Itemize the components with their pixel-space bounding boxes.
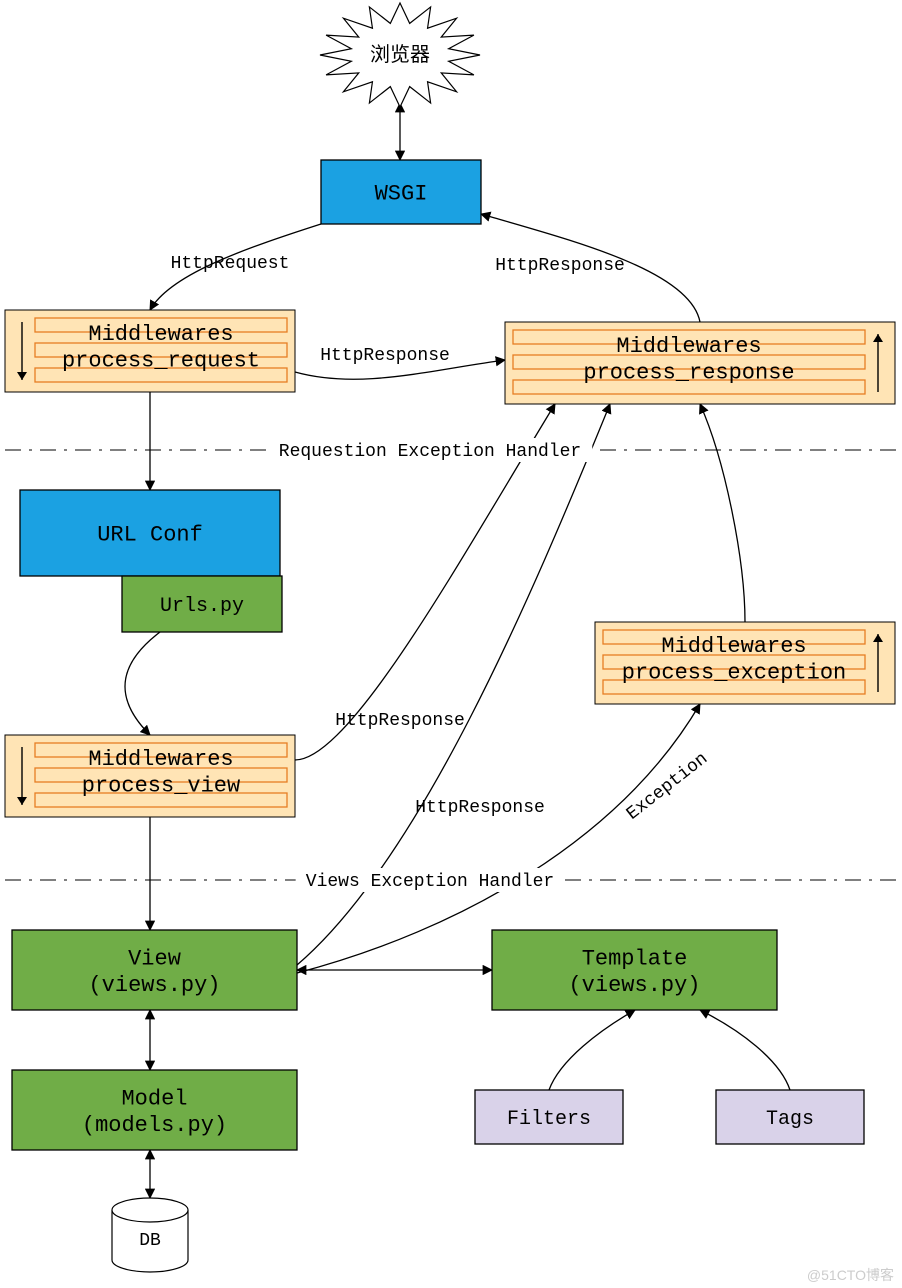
node-view: View(views.py) (12, 930, 297, 1010)
node-browser: 浏览器 (320, 3, 480, 107)
node-url_conf: URL Conf (20, 490, 280, 576)
divider-label-view_exc: Views Exception Handler (306, 872, 554, 892)
edge-e_mwexc_mwresp (700, 404, 745, 622)
label-tags: Tags (766, 1108, 814, 1131)
node-tags: Tags (716, 1090, 864, 1144)
node-db: DB (112, 1198, 188, 1272)
label-filters: Filters (507, 1108, 591, 1131)
edge-label-e_mwresp_wsgi: HttpResponse (495, 256, 625, 276)
edge-label-e_view_mwresp: HttpResponse (415, 798, 545, 818)
label-wsgi: WSGI (375, 182, 428, 207)
edge-label-e_mwview_mwresp: HttpResponse (335, 711, 465, 731)
divider-view_exc: Views Exception Handler (5, 868, 897, 892)
node-mw_exc: Middlewaresprocess_exception (595, 622, 895, 704)
edge-e_filters_tmpl (549, 1010, 635, 1090)
divider-req_exc: Requestion Exception Handler (5, 438, 897, 462)
node-wsgi: WSGI (321, 160, 481, 224)
divider-label-req_exc: Requestion Exception Handler (279, 442, 581, 462)
label-template: Template(views.py) (568, 947, 700, 998)
label-url_conf: URL Conf (97, 523, 203, 548)
node-template: Template(views.py) (492, 930, 777, 1010)
label-urls_py: Urls.py (160, 595, 244, 618)
edge-label-e_wsgi_mwreq: HttpRequest (171, 254, 290, 274)
node-mw_view: Middlewaresprocess_view (5, 735, 295, 817)
edge-e_urlspy_mwview (125, 632, 160, 735)
label-browser: 浏览器 (370, 43, 430, 68)
label-mw_view: Middlewaresprocess_view (82, 747, 240, 798)
edge-e_tags_tmpl (700, 1010, 790, 1090)
label-db: DB (139, 1231, 161, 1251)
django-flow-diagram: Requestion Exception Handler Views Except… (0, 0, 902, 1288)
node-mw_resp: Middlewaresprocess_response (505, 322, 895, 404)
edge-label-e_mwreq_mwresp: HttpResponse (320, 346, 450, 366)
node-urls_py: Urls.py (122, 576, 282, 632)
label-mw_req: Middlewaresprocess_request (62, 322, 260, 373)
node-model: Model(models.py) (12, 1070, 297, 1150)
node-filters: Filters (475, 1090, 623, 1144)
watermark-text: @51CTO博客 (807, 1267, 894, 1283)
node-mw_req: Middlewaresprocess_request (5, 310, 295, 392)
